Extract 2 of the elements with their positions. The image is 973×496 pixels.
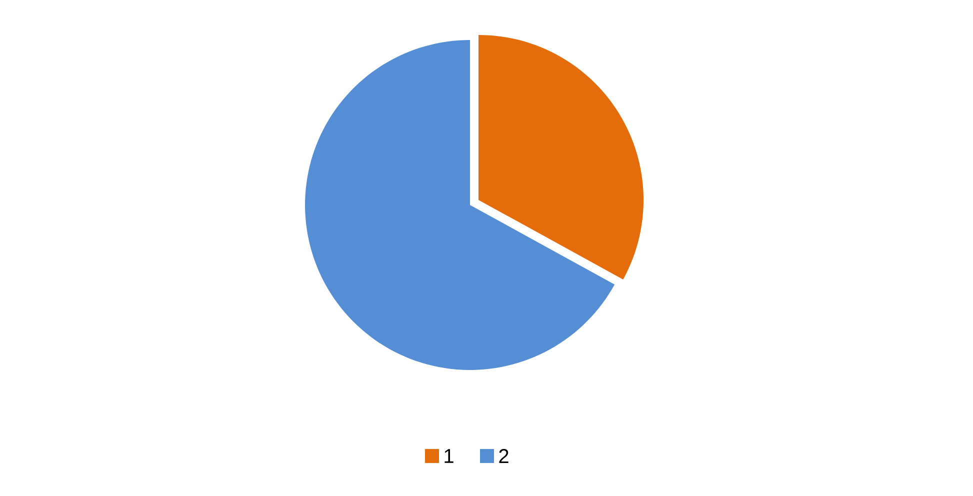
legend-label: 2 <box>499 449 508 463</box>
legend-label: 1 <box>444 449 454 463</box>
